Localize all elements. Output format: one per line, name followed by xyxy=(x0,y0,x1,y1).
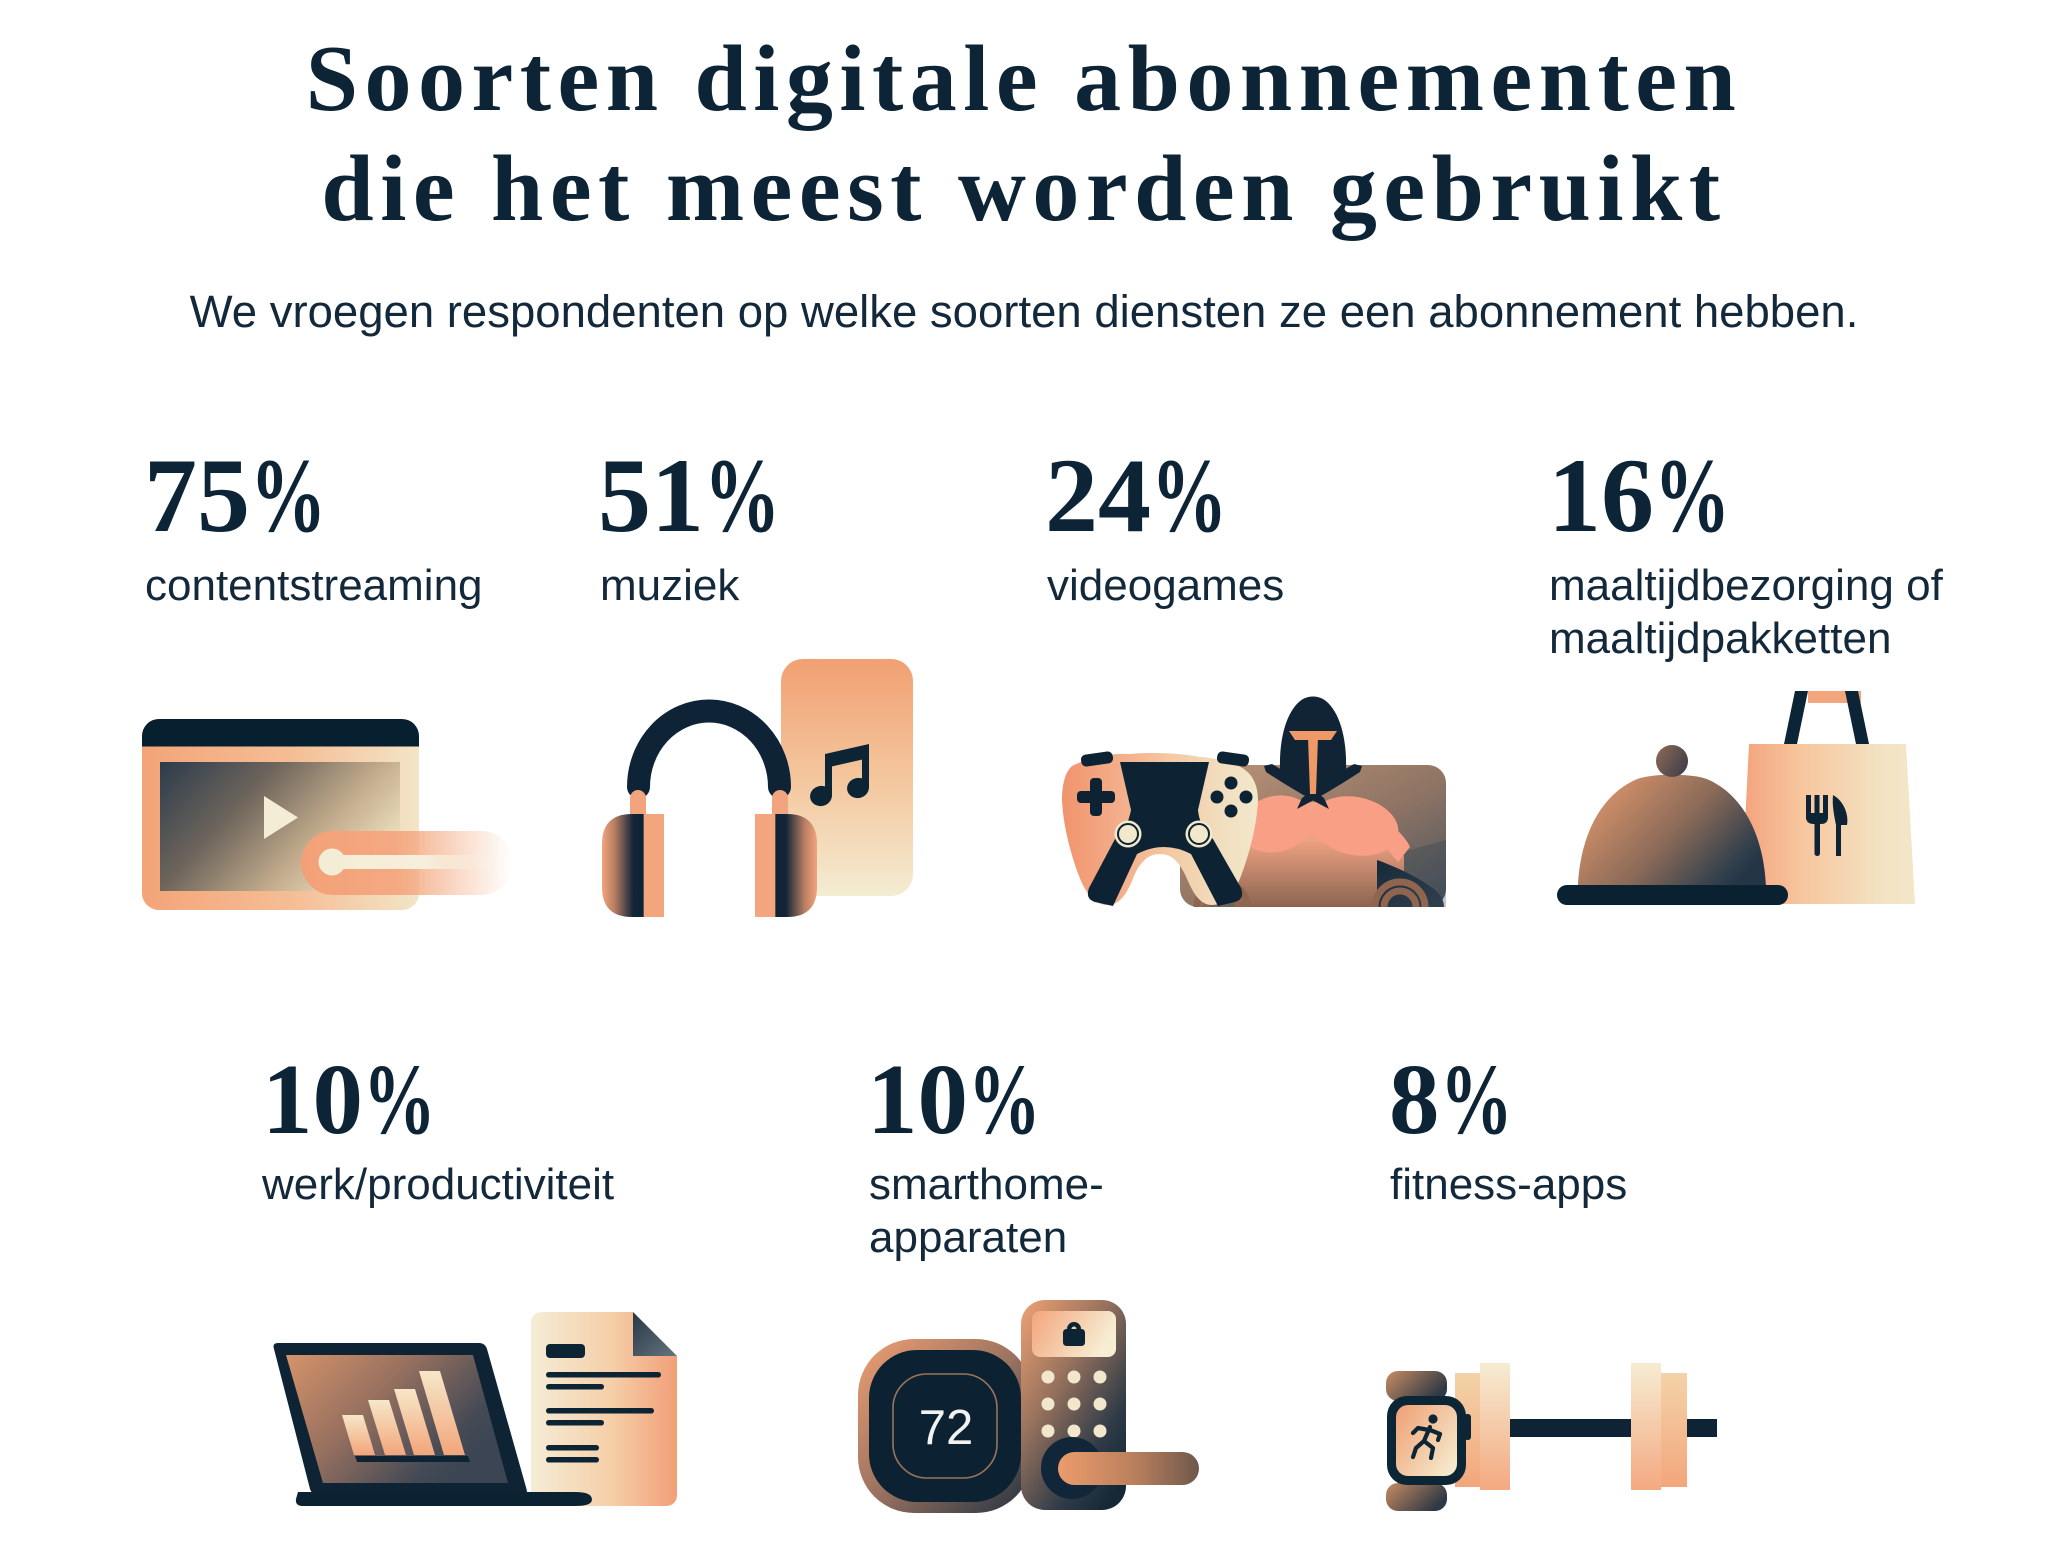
svg-text:72: 72 xyxy=(919,1401,974,1455)
